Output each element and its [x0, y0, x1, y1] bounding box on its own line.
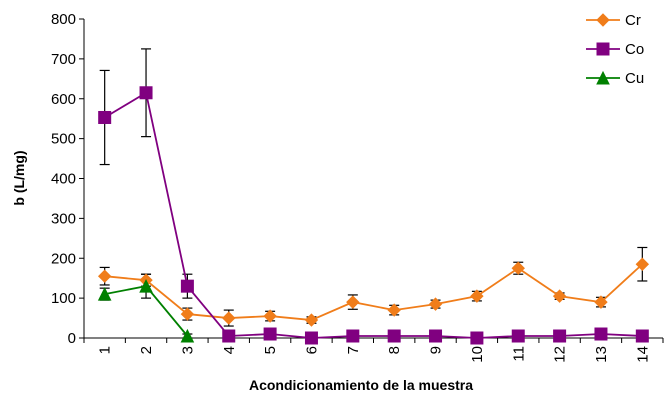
- data-point-cr: [346, 295, 360, 309]
- series-lines: [104, 91, 643, 339]
- x-tick-label: 13: [593, 346, 610, 363]
- x-tick-label: 2: [138, 346, 155, 354]
- data-point-co: [346, 329, 360, 343]
- legend-label-cr: Cr: [625, 12, 641, 29]
- data-point-cr: [180, 307, 195, 321]
- data-point-co: [139, 86, 153, 100]
- y-tick-label: 100: [51, 290, 76, 307]
- data-point-co: [429, 329, 443, 343]
- x-axis-ticks: 1 2 3 4 5 6 7 8 9 10 11 12 13 14: [83, 338, 664, 363]
- data-point-co: [635, 329, 649, 343]
- data-point-cr: [222, 311, 236, 325]
- data-point-co: [553, 329, 567, 343]
- y-tick-label: 700: [51, 51, 76, 68]
- data-point-co: [594, 327, 608, 341]
- data-point-co: [98, 110, 112, 124]
- x-tick-label: 1: [97, 346, 114, 354]
- x-tick-label: 6: [303, 346, 320, 354]
- x-tick-label: 12: [552, 346, 569, 363]
- data-point-co: [511, 329, 525, 343]
- data-point-cu: [180, 328, 195, 343]
- data-point-co: [470, 331, 484, 345]
- data-point-cu: [97, 287, 112, 301]
- legend-marker-cu: [596, 70, 610, 85]
- y-tick-label: 400: [51, 171, 76, 188]
- series-markers: [97, 86, 650, 345]
- x-tick-label: 11: [510, 346, 527, 362]
- legend-marker-co: [596, 42, 610, 56]
- error-bars: [99, 48, 648, 339]
- x-tick-label: 9: [428, 346, 445, 354]
- data-point-cr: [511, 261, 525, 275]
- y-tick-label: 0: [68, 330, 76, 347]
- data-point-co: [180, 279, 194, 293]
- legend-label-co: Co: [625, 41, 644, 58]
- data-point-co: [222, 329, 236, 343]
- data-point-cr: [97, 269, 112, 283]
- data-point-co: [304, 331, 318, 345]
- data-point-co: [387, 329, 401, 343]
- legend: Cr Co Cu: [586, 12, 644, 87]
- y-tick-label: 800: [51, 11, 76, 28]
- data-point-cr: [594, 295, 608, 309]
- y-axis-label: b (L/mg): [11, 150, 27, 205]
- x-tick-label: 3: [179, 346, 196, 354]
- data-point-cr: [470, 289, 484, 303]
- data-point-co: [263, 327, 277, 341]
- x-tick-label: 8: [386, 346, 403, 354]
- legend-label-cu: Cu: [625, 70, 644, 87]
- x-axis-label: Acondicionamiento de la muestra: [249, 377, 473, 393]
- data-point-cr: [552, 289, 567, 303]
- x-tick-label: 14: [634, 346, 651, 363]
- data-point-cr: [635, 257, 650, 271]
- data-point-cr: [387, 303, 401, 317]
- y-tick-label: 600: [51, 91, 76, 108]
- x-tick-label: 5: [262, 346, 279, 354]
- y-axis-ticks: 0 100 200 300 400 500 600 700 800: [51, 11, 84, 347]
- x-tick-label: 7: [345, 346, 362, 354]
- series-line-co: [104, 91, 643, 339]
- y-tick-label: 300: [51, 210, 76, 227]
- data-point-cr: [304, 313, 319, 327]
- x-tick-label: 4: [221, 346, 238, 354]
- axes: [83, 19, 663, 339]
- x-tick-label: 10: [469, 346, 486, 363]
- data-point-cr: [263, 309, 277, 323]
- data-point-cr: [428, 297, 443, 311]
- series-line-cr: [104, 263, 643, 321]
- data-point-cu: [139, 279, 153, 293]
- y-tick-label: 200: [51, 250, 76, 267]
- legend-marker-cr: [596, 13, 610, 27]
- y-tick-label: 500: [51, 131, 76, 148]
